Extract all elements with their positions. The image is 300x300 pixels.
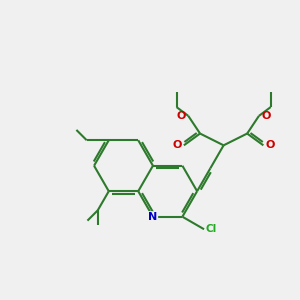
Text: N: N [148,212,158,222]
Text: O: O [172,140,182,150]
Text: O: O [266,140,275,150]
Text: O: O [261,111,270,121]
Text: O: O [177,111,186,121]
Text: Cl: Cl [206,224,217,234]
